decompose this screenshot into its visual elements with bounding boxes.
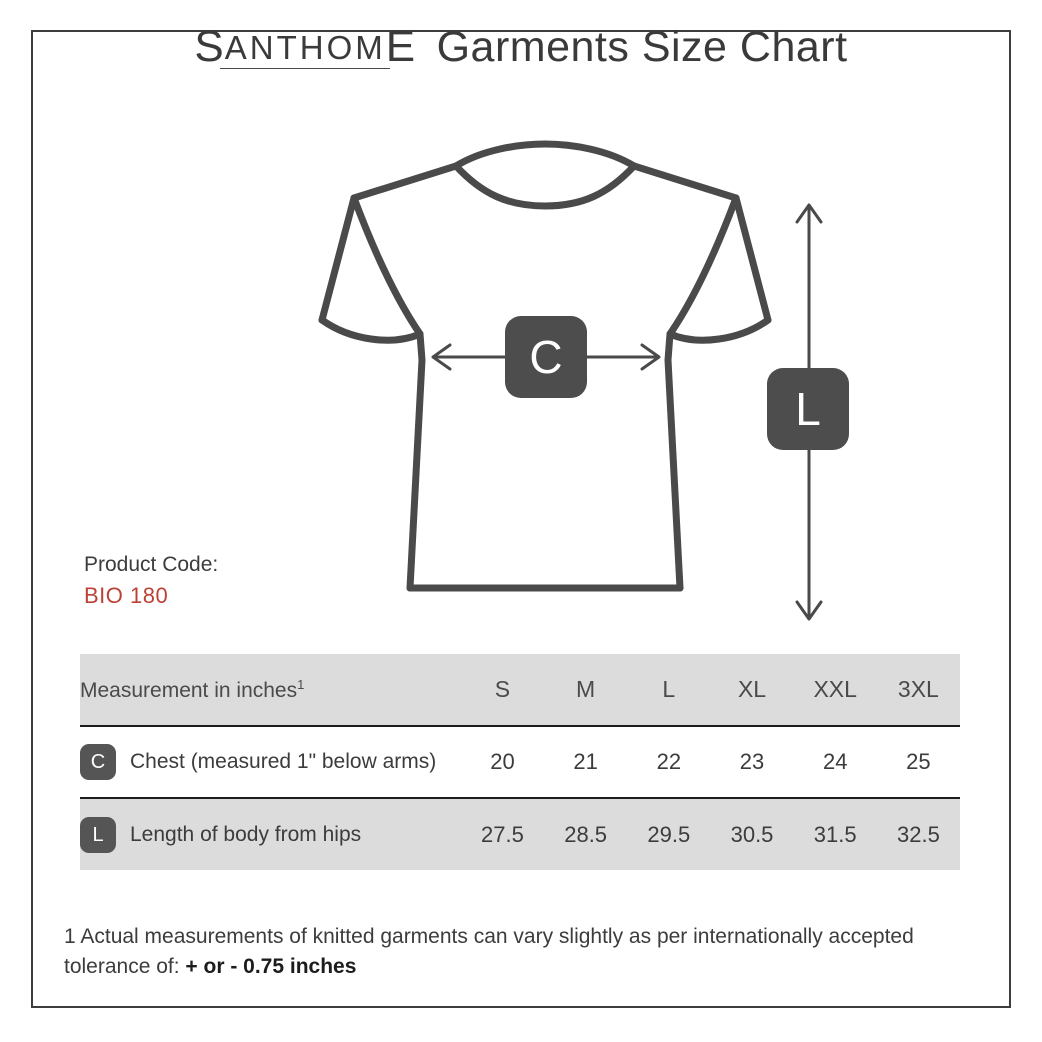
header-size-xxl: XXL	[793, 654, 877, 727]
product-code-value: BIO 180	[84, 583, 169, 609]
chest-badge-diagram: C	[505, 316, 587, 398]
header-size-3xl: 3XL	[876, 654, 960, 727]
header-size-s: S	[460, 654, 545, 727]
length-row-label: Length of body from hips	[130, 822, 362, 846]
header-superscript: 1	[297, 676, 305, 692]
logo-underline	[220, 67, 391, 69]
chest-row-label-cell: C Chest (measured 1" below arms)	[80, 726, 461, 799]
footnote-tolerance: + or - 0.75 inches	[185, 955, 357, 979]
length-badge-diagram: L	[767, 368, 849, 450]
logo-letter-s: S	[194, 22, 225, 71]
footnote: 1 Actual measurements of knitted garment…	[64, 922, 969, 983]
length-badge-table: L	[80, 816, 116, 853]
santhome-logo: SANTHOME	[194, 22, 416, 72]
length-value-xxl: 31.5	[813, 821, 857, 847]
header-size-m: M	[544, 654, 628, 727]
header-size-l: L	[627, 654, 711, 727]
header-measurement-label: Measurement in inches1	[80, 654, 461, 727]
page-title: SANTHOME Garments Size Chart	[0, 22, 1042, 72]
chest-row-label: Chest (measured 1" below arms)	[130, 750, 437, 773]
length-value-m: 28.5	[564, 821, 608, 847]
header-size-xl: XL	[710, 654, 794, 727]
product-code-label: Product Code:	[84, 553, 219, 576]
chart-frame-border	[31, 30, 1011, 1008]
length-value-s: 27.5	[481, 821, 524, 847]
page-title-text: Garments Size Chart	[436, 23, 848, 71]
tshirt-illustration	[310, 118, 780, 628]
table-header-row: Measurement in inches1 S M L XL XXL 3XL	[80, 654, 960, 727]
length-value-xl: 30.5	[730, 821, 774, 847]
table-row: L Length of body from hips 27.5 28.5 29.…	[80, 798, 960, 870]
logo-letters-anthom: ANTHOM	[224, 29, 386, 66]
size-table: Measurement in inches1 S M L XL XXL 3XL …	[80, 654, 960, 870]
chest-badge-table: C	[80, 744, 116, 780]
length-value-3xl: 32.5	[896, 821, 940, 847]
chest-value-s: 20	[460, 726, 545, 799]
footnote-text: 1 Actual measurements of knitted garment…	[64, 925, 914, 979]
length-value-l: 29.5	[647, 821, 691, 847]
logo-letter-e: E	[385, 22, 417, 71]
product-code-block: Product Code: BIO 180	[84, 550, 218, 612]
chest-value-l: 22	[627, 726, 711, 799]
chest-value-xxl: 24	[793, 726, 877, 799]
chest-value-3xl: 25	[876, 726, 960, 799]
chest-value-m: 21	[544, 726, 628, 799]
chest-value-xl: 23	[710, 726, 794, 799]
length-row-label-cell: L Length of body from hips	[80, 798, 461, 870]
header-measurement-text: Measurement in inches	[80, 678, 298, 702]
table-row: C Chest (measured 1" below arms) 20 21 2…	[80, 726, 960, 799]
